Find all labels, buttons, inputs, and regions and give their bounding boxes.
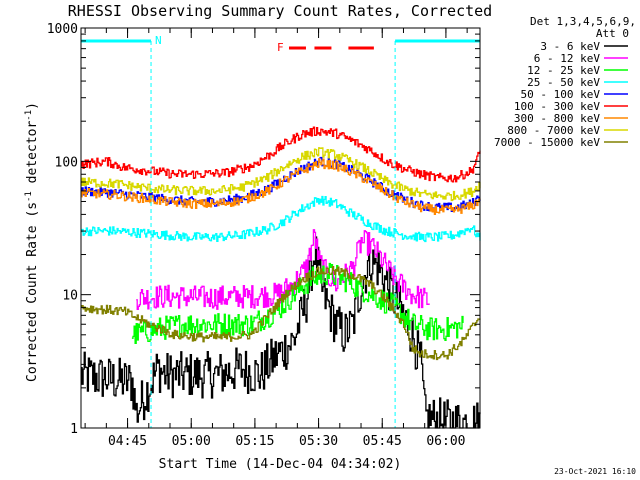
series-line-5: [81, 126, 481, 183]
x-tick-label: 05:30: [299, 434, 338, 449]
x-tick-label: 05:45: [363, 434, 402, 449]
y-tick-label: 100: [55, 155, 78, 170]
legend-label: 100 - 300 keV: [514, 100, 600, 113]
y-axis-label: Corrected Count Rate (s-1 detector-1): [24, 102, 40, 382]
y-tick-label: 1: [70, 422, 78, 437]
legend-label: 6 - 12 keV: [534, 52, 601, 65]
legend-label: 7000 - 15000 keV: [494, 136, 600, 149]
series-line-7: [81, 147, 481, 202]
legend-label: 50 - 100 keV: [521, 88, 601, 101]
series-line-1: [136, 229, 430, 310]
x-tick-label: 04:45: [108, 434, 147, 449]
y-tick-label: 10: [62, 289, 78, 304]
x-tick-label: 05:15: [235, 434, 274, 449]
series-line-8: [81, 265, 481, 361]
flare-bar-label: F: [277, 41, 284, 54]
x-axis-label: Start Time (14-Dec-04 04:34:02): [159, 457, 402, 472]
plot-area: N F 1 10 100 1000 04:45 05:00 05:15 05:30 05:45 06:…: [47, 22, 481, 449]
timestamp: 23-Oct-2021 16:10: [554, 467, 636, 476]
axes-frame: [80, 27, 481, 429]
legend-header-2: Att 0: [596, 27, 629, 40]
legend-label: 3 - 6 keV: [540, 40, 600, 53]
series-line-3: [81, 195, 481, 243]
legend-label: 300 - 800 keV: [514, 112, 600, 125]
legend-label: 25 - 50 keV: [527, 76, 600, 89]
legend-label: 800 - 7000 keV: [507, 124, 600, 137]
x-tick-label: 06:00: [426, 434, 465, 449]
legend-label: 12 - 25 keV: [527, 64, 600, 77]
chart-title: RHESSI Observing Summary Count Rates, Co…: [68, 2, 492, 20]
night-bar-label: N: [155, 34, 162, 47]
y-tick-label: 1000: [47, 22, 78, 37]
series-line-6: [81, 158, 481, 216]
legend-header-1: Det 1,3,4,5,6,9,: [530, 15, 636, 28]
x-tick-label: 05:00: [172, 434, 211, 449]
